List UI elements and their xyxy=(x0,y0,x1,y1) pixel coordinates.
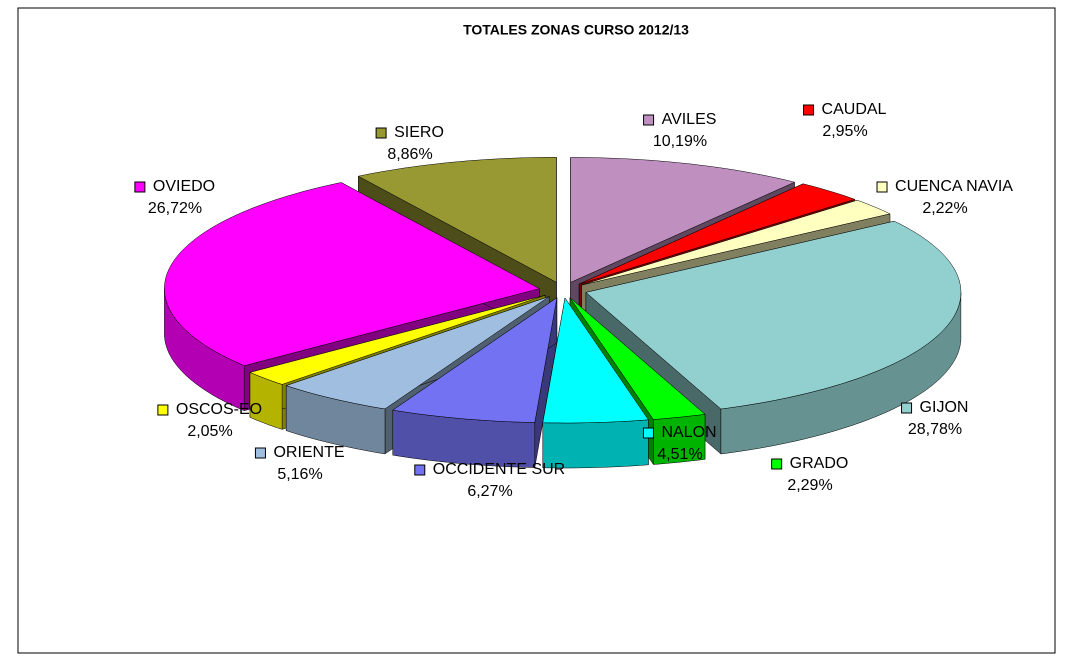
label-value: 2,22% xyxy=(922,200,967,217)
slice-top xyxy=(581,199,891,286)
legend-swatch xyxy=(642,427,654,439)
legend-swatch xyxy=(134,181,146,193)
slice-top xyxy=(569,297,706,420)
label-value: 28,78% xyxy=(908,421,962,438)
data-label: OCCIDENTE SUR 6,27% xyxy=(414,461,565,500)
legend-swatch xyxy=(901,402,913,414)
data-label: GIJON 28,78% xyxy=(901,399,969,438)
data-label: CUENCA NAVIA 2,22% xyxy=(876,178,1013,217)
slice-top xyxy=(357,157,557,283)
label-name: GIJON xyxy=(920,399,969,416)
label-name: CAUDAL xyxy=(822,101,887,118)
legend-swatch xyxy=(803,104,815,116)
label-name: NALON xyxy=(661,424,716,441)
slice xyxy=(542,297,649,469)
label-name: GRADO xyxy=(790,455,849,472)
slice-top xyxy=(249,295,546,385)
label-name: AVILES xyxy=(662,111,717,128)
legend-swatch xyxy=(157,404,169,416)
label-value: 10,19% xyxy=(653,133,707,150)
label-value: 2,05% xyxy=(187,423,232,440)
label-name: ORIENTE xyxy=(273,444,344,461)
legend-swatch xyxy=(876,181,888,193)
label-value: 2,29% xyxy=(787,477,832,494)
label-name: OVIEDO xyxy=(153,178,215,195)
label-value: 8,86% xyxy=(387,146,432,163)
data-label: SIERO 8,86% xyxy=(375,124,444,163)
slice-top xyxy=(578,183,856,285)
data-label: AVILES 10,19% xyxy=(643,111,717,150)
data-label: NALON 4,51% xyxy=(642,424,717,463)
label-name: CUENCA NAVIA xyxy=(895,178,1013,195)
slice-top xyxy=(285,296,550,410)
data-label: ORIENTE 5,16% xyxy=(254,444,345,483)
legend-swatch xyxy=(643,114,655,126)
chart-title: TOTALES ZONAS CURSO 2012/13 xyxy=(463,22,689,38)
slice xyxy=(392,297,558,468)
data-label: OVIEDO 26,72% xyxy=(134,178,215,217)
label-name: SIERO xyxy=(394,124,444,141)
legend-swatch xyxy=(414,464,426,476)
legend-swatch xyxy=(375,127,387,139)
legend-swatch xyxy=(254,447,266,459)
label-value: 6,27% xyxy=(467,483,512,500)
label-value: 5,16% xyxy=(277,466,322,483)
data-label: GRADO 2,29% xyxy=(771,455,849,494)
data-label: OSCOS-EO 2,05% xyxy=(157,401,262,440)
data-label: CAUDAL 2,95% xyxy=(803,101,887,140)
label-value: 4,51% xyxy=(657,446,702,463)
slice-top xyxy=(542,297,649,424)
label-name: OCCIDENTE SUR xyxy=(433,461,565,478)
label-name: OSCOS-EO xyxy=(176,401,262,418)
slice-top xyxy=(164,182,541,366)
slice-top xyxy=(585,220,962,410)
label-value: 26,72% xyxy=(148,200,202,217)
legend-swatch xyxy=(771,458,783,470)
label-value: 2,95% xyxy=(822,123,867,140)
slice-top xyxy=(392,297,558,423)
slice-top xyxy=(570,157,796,283)
